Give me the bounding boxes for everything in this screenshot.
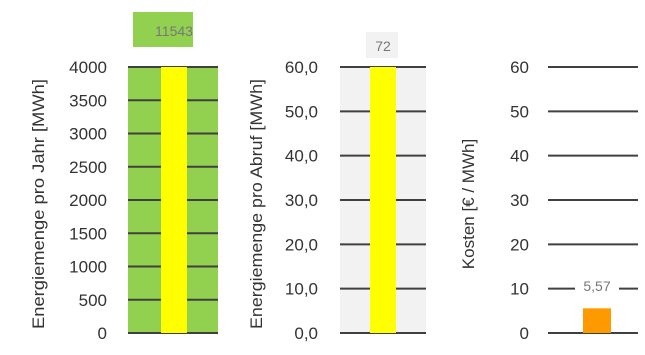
y-tick-label: 3000 — [69, 125, 107, 144]
data-label: 72 — [375, 38, 391, 54]
data-label-box — [366, 32, 398, 58]
y-tick-label: 2500 — [69, 158, 107, 177]
bar — [583, 308, 611, 333]
y-tick-label: 50,0 — [285, 102, 318, 121]
y-axis-title: Energiemenge pro Abruf [MWh] — [247, 79, 266, 329]
y-axis-title: Energiemenge pro Jahr [MWh] — [29, 79, 48, 329]
y-axis-title: Kosten [€ / MWh] — [459, 139, 478, 269]
y-tick-label: 4000 — [69, 58, 107, 77]
chart-panel-1: 4000 3500 3000 2500 2000 1500 1000 500 0 11543 Ene… — [29, 12, 218, 343]
y-tick-label: 10 — [510, 280, 529, 299]
y-tick-label: 3500 — [69, 91, 107, 110]
y-tick-label: 1000 — [69, 258, 107, 277]
y-tick-label: 20,0 — [285, 235, 318, 254]
y-tick-label: 20 — [510, 235, 529, 254]
bar — [161, 67, 187, 333]
y-tick-label: 30,0 — [285, 191, 318, 210]
chart-panel-2: 60,0 50,0 40,0 30,0 20,0 10,0 0,0 72 Energiemeng… — [247, 32, 426, 343]
y-tick-label: 1500 — [69, 224, 107, 243]
data-label: 5,57 — [583, 278, 610, 294]
data-label-box — [133, 12, 193, 47]
y-tick-label: 40 — [510, 147, 529, 166]
y-tick-label: 40,0 — [285, 147, 318, 166]
data-label-box — [575, 276, 619, 296]
bar — [370, 67, 396, 333]
y-tick-label: 60,0 — [285, 58, 318, 77]
y-tick-label: 0,0 — [294, 324, 318, 343]
y-tick-label: 2000 — [69, 191, 107, 210]
chart-panel-3: 60 50 40 30 20 10 0 5,57 Kosten [€ / MWh] — [459, 58, 638, 343]
y-tick-label: 30 — [510, 191, 529, 210]
y-tick-label: 10,0 — [285, 280, 318, 299]
data-label: 11543 — [155, 23, 193, 39]
y-tick-label: 60 — [510, 58, 529, 77]
y-tick-label: 500 — [79, 291, 107, 310]
y-tick-label: 50 — [510, 102, 529, 121]
y-tick-label: 0 — [520, 324, 529, 343]
y-tick-label: 0 — [98, 324, 107, 343]
